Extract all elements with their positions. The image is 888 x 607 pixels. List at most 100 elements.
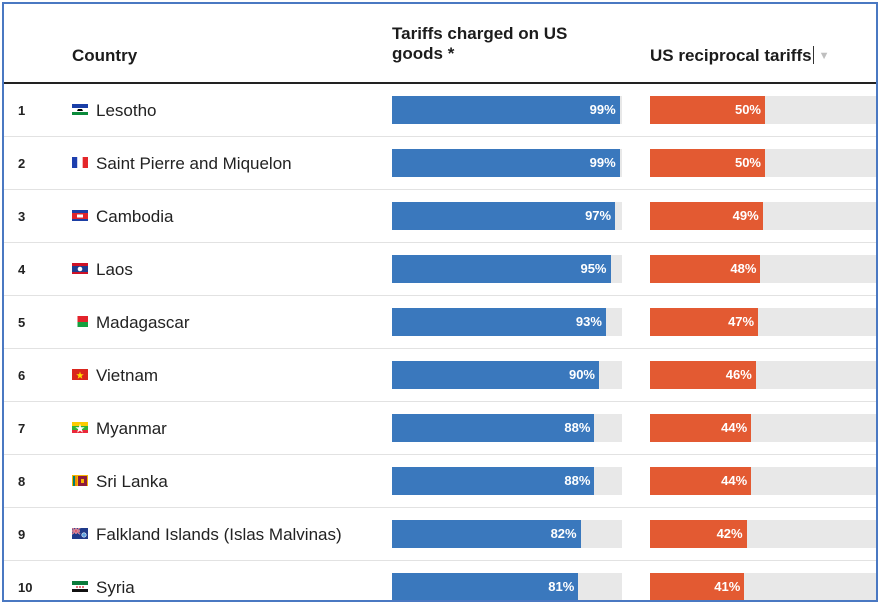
table-row[interactable]: 1 Lesotho 99% 50% [4,84,876,137]
madagascar-flag-icon [72,315,88,327]
rank-number: 2 [18,156,26,171]
reciprocal-value-label: 41% [714,579,741,594]
lesotho-flag-icon [72,103,88,115]
laos-flag-icon [72,262,88,274]
reciprocal-bar-track: 41% [650,573,876,600]
tariff-bar-track: 88% [392,414,622,442]
table-row[interactable]: 6 Vietnam 90% 46% [4,349,876,402]
france-flag-icon [72,156,88,168]
reciprocal-bar: 44% [650,414,752,442]
reciprocal-bar-track: 50% [650,96,876,124]
tariff-bar-track: 99% [392,96,622,124]
reciprocal-bar: 41% [650,573,745,600]
reciprocal-value-label: 46% [725,367,752,382]
column-header-reciprocal[interactable]: US reciprocal tariffs ▼ [650,46,829,66]
reciprocal-bar-track: 49% [650,202,876,230]
table-row[interactable]: 4 Laos 95% 48% [4,243,876,296]
reciprocal-bar: 46% [650,361,756,389]
tariff-bar: 82% [392,520,581,548]
tariff-value-label: 97% [585,208,612,223]
reciprocal-bar: 50% [650,149,765,177]
tariff-bar-track: 90% [392,361,622,389]
reciprocal-value-label: 50% [734,102,761,117]
reciprocal-value-label: 44% [721,420,748,435]
tariff-bar: 88% [392,414,595,442]
falklands-flag-icon [72,527,88,539]
country-name: Falkland Islands (Islas Malvinas) [96,525,342,544]
tariff-bar: 90% [392,361,599,389]
tariff-bar-track: 88% [392,467,622,495]
sort-down-icon[interactable]: ▼ [818,50,830,62]
country-name: Sri Lanka [96,472,168,491]
text-cursor [812,46,814,64]
country-name: Vietnam [96,366,159,385]
tariff-bar-track: 95% [392,255,622,283]
reciprocal-bar-track: 46% [650,361,876,389]
reciprocal-value-label: 47% [728,314,755,329]
tariff-value-label: 88% [564,473,591,488]
country-name: Laos [96,260,133,279]
tariff-value-label: 88% [564,420,591,435]
reciprocal-bar: 44% [650,467,752,495]
rank-number: 6 [18,368,26,383]
table-row[interactable]: 5 Madagascar 93% 47% [4,296,876,349]
reciprocal-value-label: 44% [721,473,748,488]
rank-number: 8 [18,474,26,489]
table-row[interactable]: 8 Sri Lanka 88% 44% [4,455,876,508]
tariff-value-label: 99% [589,155,616,170]
myanmar-flag-icon [72,421,88,433]
reciprocal-bar: 48% [650,255,761,283]
reciprocal-bar-track: 44% [650,414,876,442]
tariff-value-label: 95% [580,261,607,276]
column-header-tariffs[interactable]: Tariffs charged on US goods * [392,24,568,63]
tariff-table: Country Tariffs charged on US goods * US… [2,2,878,602]
table-row[interactable]: 10 Syria 81% 41% [4,561,876,600]
country-name: Lesotho [96,101,157,120]
tariff-value-label: 93% [575,314,602,329]
tariff-bar: 99% [392,96,620,124]
srilanka-flag-icon [72,474,88,486]
table-header: Country Tariffs charged on US goods * US… [4,4,876,84]
reciprocal-bar: 47% [650,308,759,336]
country-name: Myanmar [96,419,167,438]
rank-number: 1 [18,103,26,118]
tariff-value-label: 82% [550,526,577,541]
tariff-bar-track: 99% [392,149,622,177]
syria-flag-icon [72,580,88,592]
reciprocal-bar: 49% [650,202,763,230]
rank-number: 4 [18,262,26,277]
reciprocal-bar-track: 47% [650,308,876,336]
table-row[interactable]: 9 Falkland Islands (Islas Malvinas) 82% 42% [4,508,876,561]
table-row[interactable]: 3 Cambodia 97% 49% [4,190,876,243]
rank-number: 10 [18,580,33,595]
tariff-bar: 95% [392,255,611,283]
rank-number: 9 [18,527,26,542]
rank-number: 7 [18,421,26,436]
reciprocal-bar-track: 50% [650,149,876,177]
country-name: Saint Pierre and Miquelon [96,154,292,173]
table-row[interactable]: 7 Myanmar 88% 44% [4,402,876,455]
tariff-value-label: 81% [548,579,575,594]
tariff-bar-track: 93% [392,308,622,336]
tariff-bar-track: 97% [392,202,622,230]
reciprocal-bar-track: 42% [650,520,876,548]
rank-number: 3 [18,209,26,224]
tariff-bar: 99% [392,149,620,177]
reciprocal-bar: 50% [650,96,765,124]
reciprocal-value-label: 48% [730,261,757,276]
reciprocal-value-label: 50% [734,155,761,170]
country-name: Syria [96,578,135,597]
table-row[interactable]: 2 Saint Pierre and Miquelon 99% 50% [4,137,876,190]
rank-number: 5 [18,315,26,330]
tariff-bar: 93% [392,308,606,336]
reciprocal-bar: 42% [650,520,747,548]
tariff-bar-track: 82% [392,520,622,548]
reciprocal-header-label: US reciprocal tariffs [650,46,812,65]
reciprocal-bar-track: 44% [650,467,876,495]
tariff-bar: 81% [392,573,579,600]
tariff-bar: 88% [392,467,595,495]
tariff-bar: 97% [392,202,616,230]
country-name: Madagascar [96,313,190,332]
reciprocal-value-label: 49% [732,208,759,223]
column-header-country[interactable]: Country [72,46,138,65]
